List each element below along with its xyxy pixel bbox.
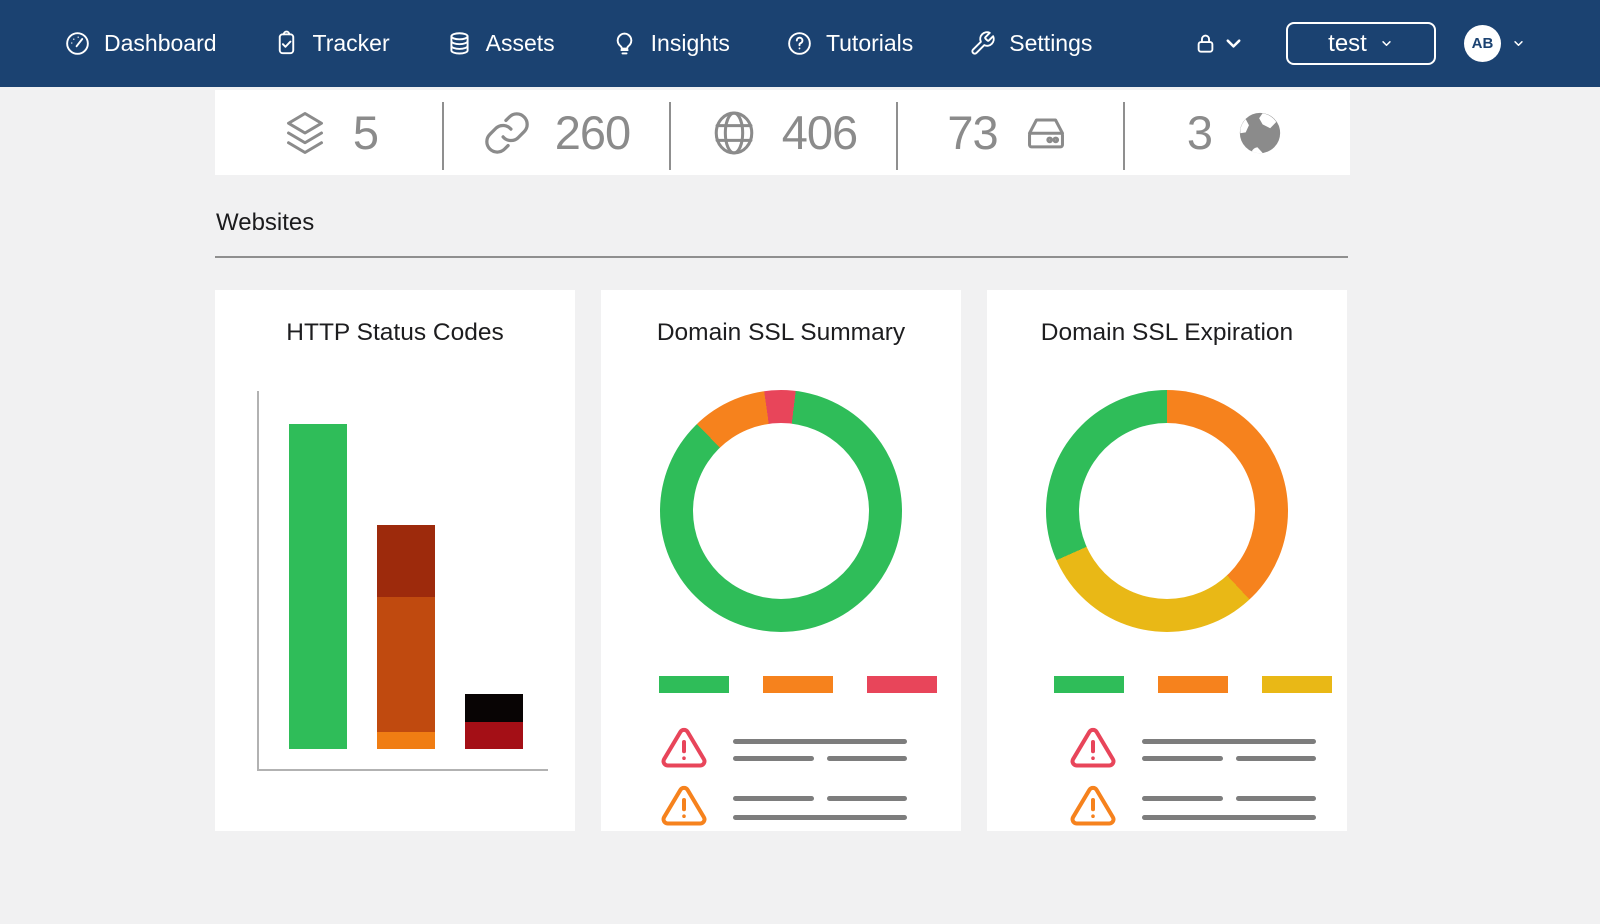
bar-segment bbox=[465, 722, 523, 749]
nav-item-dashboard[interactable]: Dashboard bbox=[64, 30, 217, 57]
card-http-status-codes: HTTP Status Codes bbox=[215, 290, 575, 831]
link-icon bbox=[481, 107, 533, 159]
earth-icon bbox=[1234, 107, 1286, 159]
chevron-down-icon bbox=[1221, 31, 1246, 56]
stat-value: 260 bbox=[554, 106, 631, 159]
stat-value: 73 bbox=[947, 106, 998, 159]
nav-item-tutorials[interactable]: Tutorials bbox=[786, 30, 913, 57]
avatar[interactable]: AB bbox=[1464, 25, 1501, 62]
skeleton-line bbox=[733, 739, 907, 744]
stat-value: 3 bbox=[1186, 106, 1213, 159]
section-title: Websites bbox=[216, 209, 315, 236]
y-axis bbox=[257, 391, 259, 771]
insights-icon bbox=[611, 30, 638, 57]
section-divider bbox=[215, 256, 1348, 258]
tracker-icon bbox=[273, 30, 300, 57]
skeleton-line bbox=[733, 815, 907, 820]
chart-legend bbox=[659, 676, 937, 693]
assets-icon bbox=[446, 30, 473, 57]
nav-item-assets[interactable]: Assets bbox=[446, 30, 555, 57]
top-nav: Dashboard Tracker Assets Insights Tutorials S… bbox=[0, 0, 1600, 87]
legend-swatch-yellow bbox=[1262, 676, 1332, 693]
legend-swatch-green bbox=[659, 676, 729, 693]
nav-menu: Dashboard Tracker Assets Insights Tutorials S… bbox=[0, 30, 1092, 57]
chevron-down-icon bbox=[1379, 36, 1394, 51]
nav-item-label: Tutorials bbox=[825, 30, 914, 56]
skeleton-line bbox=[1236, 756, 1316, 761]
cards-row: HTTP Status Codes Domain SSL Summary bbox=[215, 290, 1347, 831]
lock-icon bbox=[1193, 31, 1218, 56]
user-menu-chevron-icon[interactable] bbox=[1511, 36, 1526, 51]
bar-segment bbox=[289, 424, 347, 749]
layers-icon bbox=[279, 107, 331, 159]
nav-item-tracker[interactable]: Tracker bbox=[273, 30, 390, 57]
nav-item-insights[interactable]: Insights bbox=[611, 30, 730, 57]
legend-swatch-orange bbox=[1158, 676, 1228, 693]
skeleton-line bbox=[733, 796, 814, 801]
stat-item-earth: 3 bbox=[1123, 90, 1350, 175]
skeleton-line bbox=[733, 756, 814, 761]
card-title: Domain SSL Summary bbox=[656, 319, 906, 346]
stat-item-layers: 5 bbox=[215, 90, 442, 175]
nav-item-label: Assets bbox=[485, 30, 555, 56]
nav-item-label: Tracker bbox=[312, 30, 390, 56]
donut-chart bbox=[1046, 390, 1288, 632]
bar-0 bbox=[289, 424, 347, 749]
legend-swatch-orange bbox=[763, 676, 833, 693]
avatar-initials: AB bbox=[1471, 35, 1494, 52]
stat-item-server: 73 bbox=[896, 90, 1123, 175]
skeleton-line bbox=[827, 796, 907, 801]
stat-value: 406 bbox=[781, 106, 858, 159]
bar-1 bbox=[377, 525, 435, 749]
workspace-name: test bbox=[1328, 29, 1367, 57]
bar-segment bbox=[377, 525, 435, 597]
alert-triangle-icon-red bbox=[657, 724, 711, 772]
stat-item-globe: 406 bbox=[669, 90, 896, 175]
donut-chart bbox=[660, 390, 902, 632]
bar-chart bbox=[215, 290, 575, 831]
bar-2 bbox=[465, 694, 523, 749]
card-domain-ssl-expiration: Domain SSL Expiration bbox=[987, 290, 1347, 831]
alert-triangle-icon-orange bbox=[657, 782, 711, 830]
skeleton-line bbox=[1142, 756, 1223, 761]
lock-dropdown[interactable] bbox=[1193, 31, 1246, 56]
skeleton-line bbox=[1142, 739, 1316, 744]
donut-hole bbox=[1079, 423, 1255, 599]
alert-triangle-icon-red bbox=[1066, 724, 1120, 772]
skeleton-line bbox=[1142, 815, 1316, 820]
stats-bar: 5 260 406 73 3 bbox=[215, 90, 1350, 175]
settings-icon bbox=[969, 30, 996, 57]
alert-triangle-icon-orange bbox=[1066, 782, 1120, 830]
skeleton-line bbox=[1142, 796, 1223, 801]
legend-swatch-red bbox=[867, 676, 937, 693]
stat-value: 5 bbox=[352, 106, 379, 159]
bar-segment bbox=[377, 732, 435, 749]
workspace-selector[interactable]: test bbox=[1286, 22, 1436, 65]
skeleton-line bbox=[827, 756, 907, 761]
alert-list bbox=[601, 290, 961, 831]
tutorials-icon bbox=[786, 30, 813, 57]
globe-icon bbox=[708, 107, 760, 159]
nav-right-controls: test AB bbox=[1193, 0, 1600, 87]
bar-segment bbox=[465, 694, 523, 722]
legend-swatch-green bbox=[1054, 676, 1124, 693]
skeleton-line bbox=[1236, 796, 1316, 801]
chart-legend bbox=[1054, 676, 1332, 693]
nav-item-label: Insights bbox=[650, 30, 730, 56]
nav-item-label: Dashboard bbox=[104, 30, 217, 56]
nav-item-label: Settings bbox=[1009, 30, 1093, 56]
donut-hole bbox=[693, 423, 869, 599]
card-domain-ssl-summary: Domain SSL Summary bbox=[601, 290, 961, 831]
alert-list bbox=[1010, 290, 1370, 831]
server-icon bbox=[1020, 107, 1072, 159]
card-title: Domain SSL Expiration bbox=[1040, 319, 1294, 346]
stat-item-link: 260 bbox=[442, 90, 669, 175]
nav-item-settings[interactable]: Settings bbox=[969, 30, 1092, 57]
dashboard-icon bbox=[64, 30, 91, 57]
x-axis bbox=[257, 769, 548, 771]
bar-segment bbox=[377, 597, 435, 732]
card-title: HTTP Status Codes bbox=[286, 319, 504, 346]
